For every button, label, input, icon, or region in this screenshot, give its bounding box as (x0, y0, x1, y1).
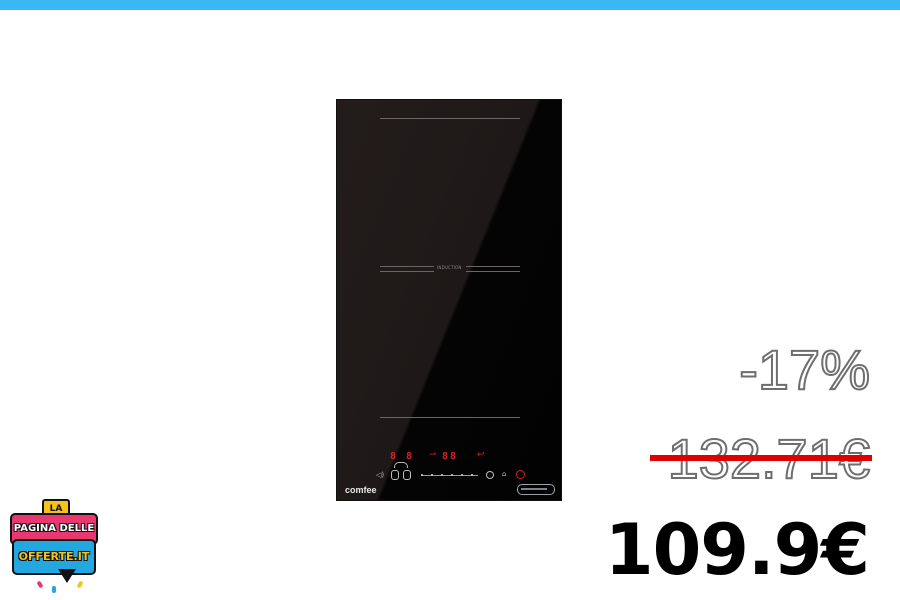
slider-dot (441, 474, 443, 476)
zone-b-icon (403, 470, 411, 480)
discount-percentage: -17% (738, 337, 871, 402)
zone-divider-left (380, 266, 434, 272)
product-image-induction-hob: INDUCTION 8 8 ⇀ 88 ↩ ◁) ⌂ comfee (337, 100, 561, 500)
induction-label: INDUCTION (437, 265, 462, 270)
slider-dot (451, 474, 453, 476)
logo-spark (36, 580, 44, 589)
logo-line2: OFFERTE.IT (18, 550, 90, 563)
strikethrough-line (650, 455, 872, 461)
return-arrow-icon: ↩ (477, 450, 485, 460)
lock-icon: ⌂ (502, 470, 507, 478)
inverter-badge-icon (517, 484, 555, 495)
site-logo: LA PAGINA DELLE OFFERTE.IT (8, 499, 100, 597)
bridge-zone-icon (394, 462, 408, 468)
slider-dot (471, 474, 473, 476)
logo-line1: PAGINA DELLE (13, 523, 95, 534)
zone-divider-right (466, 266, 520, 272)
slider-dot (461, 474, 463, 476)
sale-price: 109.9€ (604, 509, 870, 591)
zone-a-icon (391, 470, 399, 480)
power-slider (421, 474, 478, 476)
power-display-left: 8 8 (390, 451, 415, 462)
slider-dot (421, 474, 423, 476)
cooking-zone-top-line (380, 118, 520, 119)
logo-spark (52, 586, 56, 593)
sound-icon: ◁) (376, 471, 385, 479)
brand-logo: comfee (345, 485, 377, 495)
cooking-zone-bottom-line (380, 417, 520, 418)
top-accent-bar (0, 0, 900, 10)
timer-icon (486, 471, 494, 479)
slider-dot (431, 474, 433, 476)
timer-display-right: 88 (442, 451, 459, 462)
arrow-icon: ⇀ (429, 450, 437, 460)
logo-speech-tail (58, 569, 76, 583)
logo-spark (76, 580, 84, 589)
logo-bottom-banner: OFFERTE.IT (12, 539, 96, 575)
power-icon (516, 470, 525, 479)
